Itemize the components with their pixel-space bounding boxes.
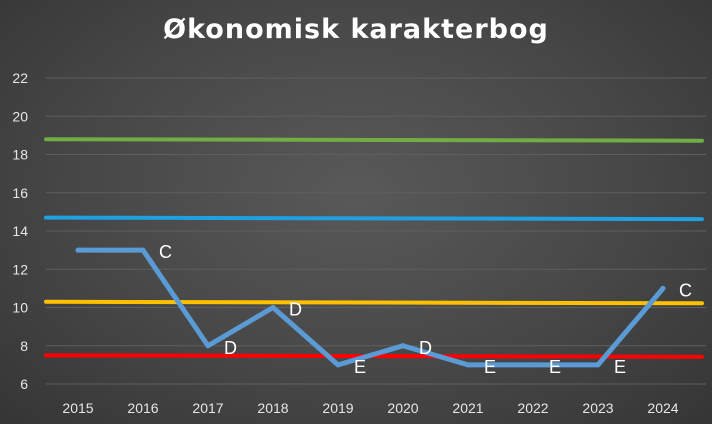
y-tick-label: 16: [12, 185, 28, 201]
reference-line: [44, 299, 704, 306]
x-tick-label: 2024: [647, 400, 678, 416]
data-point: [400, 343, 406, 349]
y-tick-label: 12: [12, 261, 28, 277]
data-label: E: [614, 357, 626, 377]
data-point: [205, 343, 211, 349]
y-tick-label: 18: [12, 147, 28, 163]
data-point: [530, 362, 536, 368]
data-label: D: [224, 338, 237, 358]
data-point: [140, 247, 146, 253]
data-point: [465, 362, 471, 368]
chart-title: Økonomisk karakterbog: [163, 14, 549, 45]
y-tick-label: 8: [20, 338, 28, 354]
reference-line: [44, 215, 704, 222]
series-line: [75, 247, 666, 368]
y-tick-label: 14: [12, 223, 28, 239]
x-tick-label: 2020: [387, 400, 418, 416]
x-tick-label: 2018: [257, 400, 288, 416]
x-tick-label: 2015: [62, 400, 93, 416]
data-label: D: [419, 338, 432, 358]
data-point: [595, 362, 601, 368]
data-point: [270, 305, 276, 310]
reference-line: [44, 137, 704, 143]
x-tick-label: 2016: [127, 400, 158, 416]
data-label: D: [289, 300, 302, 320]
x-tick-label: 2017: [192, 400, 223, 416]
data-label: E: [354, 357, 366, 377]
data-point: [660, 285, 666, 291]
data-label: C: [679, 280, 692, 300]
y-tick-label: 20: [12, 108, 28, 124]
y-tick-label: 22: [12, 70, 28, 86]
data-label: C: [159, 242, 172, 262]
data-point: [75, 247, 81, 253]
data-label: E: [484, 357, 496, 377]
x-tick-label: 2023: [582, 400, 613, 416]
x-tick-label: 2019: [322, 400, 353, 416]
y-tick-label: 6: [20, 376, 28, 392]
x-tick-label: 2021: [452, 400, 483, 416]
data-point: [335, 362, 341, 368]
x-tick-label: 2022: [517, 400, 548, 416]
y-tick-label: 10: [12, 300, 28, 316]
data-label: E: [549, 357, 561, 377]
